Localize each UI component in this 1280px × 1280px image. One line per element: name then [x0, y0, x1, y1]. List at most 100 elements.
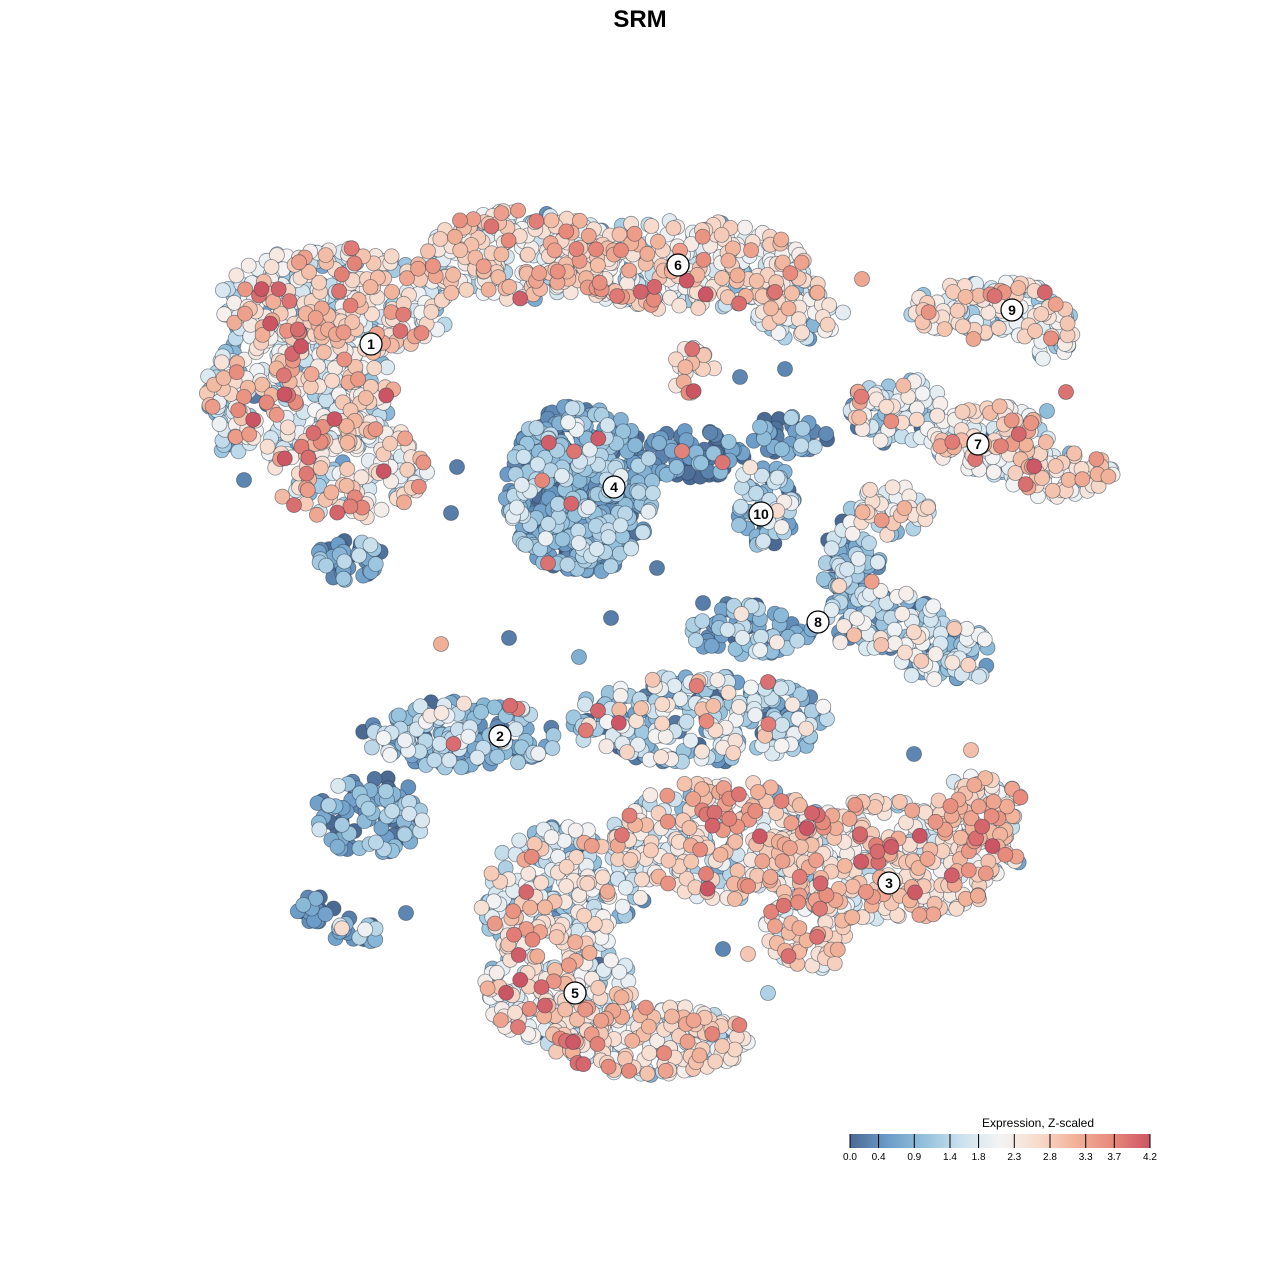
scatter-point: [520, 865, 537, 882]
scatter-point: [712, 846, 729, 863]
scatter-point: [634, 524, 651, 541]
scatter-point: [602, 558, 619, 575]
cluster-label-7: 7: [966, 432, 990, 456]
scatter-point: [241, 426, 258, 443]
scatter-point: [869, 554, 886, 571]
scatter-point: [460, 728, 477, 745]
cluster-label-text: 2: [496, 728, 504, 744]
scatter-point: [367, 834, 384, 851]
scatter-point: [783, 409, 800, 426]
scatter-point: [303, 366, 320, 383]
scatter-point: [991, 398, 1008, 415]
scatter-point: [985, 793, 1002, 810]
cluster-label-1: 1: [359, 332, 383, 356]
scatter-point: [873, 637, 890, 653]
cluster-label-text: 1: [367, 336, 375, 352]
scatter-point: [808, 852, 824, 869]
scatter-point: [583, 837, 600, 854]
scatter-point: [642, 787, 659, 804]
scatter-point: [748, 273, 765, 289]
scatter-point: [641, 1045, 658, 1061]
scatter-point: [737, 219, 753, 236]
scatter-point: [847, 796, 864, 813]
scatter-point: [245, 411, 262, 428]
scatter-point: [804, 805, 820, 821]
scatter-point: [657, 1062, 674, 1079]
scatter-point: [612, 687, 629, 704]
scatter-point: [502, 697, 519, 714]
scatter-point: [777, 361, 793, 377]
scatter-point: [649, 560, 665, 576]
scatter-point: [510, 754, 526, 771]
scatter-point: [568, 241, 585, 257]
scatter-point: [798, 720, 815, 737]
scatter-point: [623, 540, 639, 557]
scatter-point: [614, 898, 631, 915]
scatter-point: [510, 1019, 526, 1035]
scatter-point: [1047, 296, 1064, 313]
scatter-point: [990, 320, 1007, 337]
scatter-point: [590, 702, 606, 719]
scatter-point: [789, 632, 806, 649]
scatter-point: [632, 283, 649, 300]
scatter-point: [581, 945, 598, 961]
scatter-point: [643, 842, 659, 859]
scatter-point: [639, 1065, 656, 1082]
scatter-point: [558, 223, 575, 240]
scatter-point: [533, 979, 550, 995]
scatter-point: [619, 744, 635, 760]
scatter-point: [346, 255, 363, 272]
scatter-point: [333, 817, 350, 833]
scatter-point: [1058, 384, 1074, 400]
scatter-point: [498, 984, 515, 1001]
scatter-point: [773, 231, 790, 248]
scatter-point: [850, 550, 867, 567]
scatter-point: [733, 606, 750, 622]
scatter-point: [760, 674, 776, 690]
scatter-point: [957, 288, 974, 305]
scatter-point: [501, 630, 517, 646]
scatter-point: [213, 354, 230, 371]
scatter-point: [1003, 412, 1020, 429]
scatter-point: [298, 465, 315, 482]
scatter-point: [518, 884, 535, 900]
scatter-point: [694, 228, 711, 245]
scatter-point: [383, 248, 400, 265]
scatter-point: [335, 570, 352, 587]
scatter-point: [844, 878, 861, 895]
scatter-point: [823, 540, 840, 557]
scatter-point: [329, 504, 346, 521]
cluster-label-10: 10: [748, 501, 774, 527]
scatter-point: [925, 598, 942, 615]
scatter-point: [590, 430, 607, 447]
scatter-point: [812, 875, 829, 892]
scatter-point: [836, 858, 853, 874]
scatter-point: [317, 247, 334, 264]
scatter-point: [1059, 315, 1076, 332]
scatter-point: [752, 418, 768, 435]
scatter-point: [523, 848, 540, 865]
scatter-point: [748, 485, 764, 502]
scatter-point: [396, 732, 413, 749]
scatter-point: [677, 359, 694, 376]
scatter-point: [851, 409, 868, 426]
scatter-point: [627, 437, 644, 454]
scatter-point: [1035, 350, 1051, 367]
scatter-point: [445, 266, 462, 283]
scatter-point: [415, 454, 432, 471]
scatter-point: [668, 459, 685, 476]
scatter-point: [1039, 403, 1055, 419]
scatter-point: [1023, 415, 1039, 431]
scatter-point: [704, 817, 721, 834]
scatter-point: [333, 266, 350, 283]
scatter-point: [311, 821, 328, 838]
scatter-point: [500, 232, 517, 249]
scatter-point: [537, 899, 553, 916]
scatter-point: [767, 283, 783, 300]
scatter-point: [806, 438, 823, 455]
scatter-point: [331, 283, 348, 300]
scatter-point: [367, 556, 384, 572]
scatter-point: [624, 1032, 641, 1049]
scatter-point: [510, 947, 527, 963]
scatter-point: [524, 931, 541, 948]
